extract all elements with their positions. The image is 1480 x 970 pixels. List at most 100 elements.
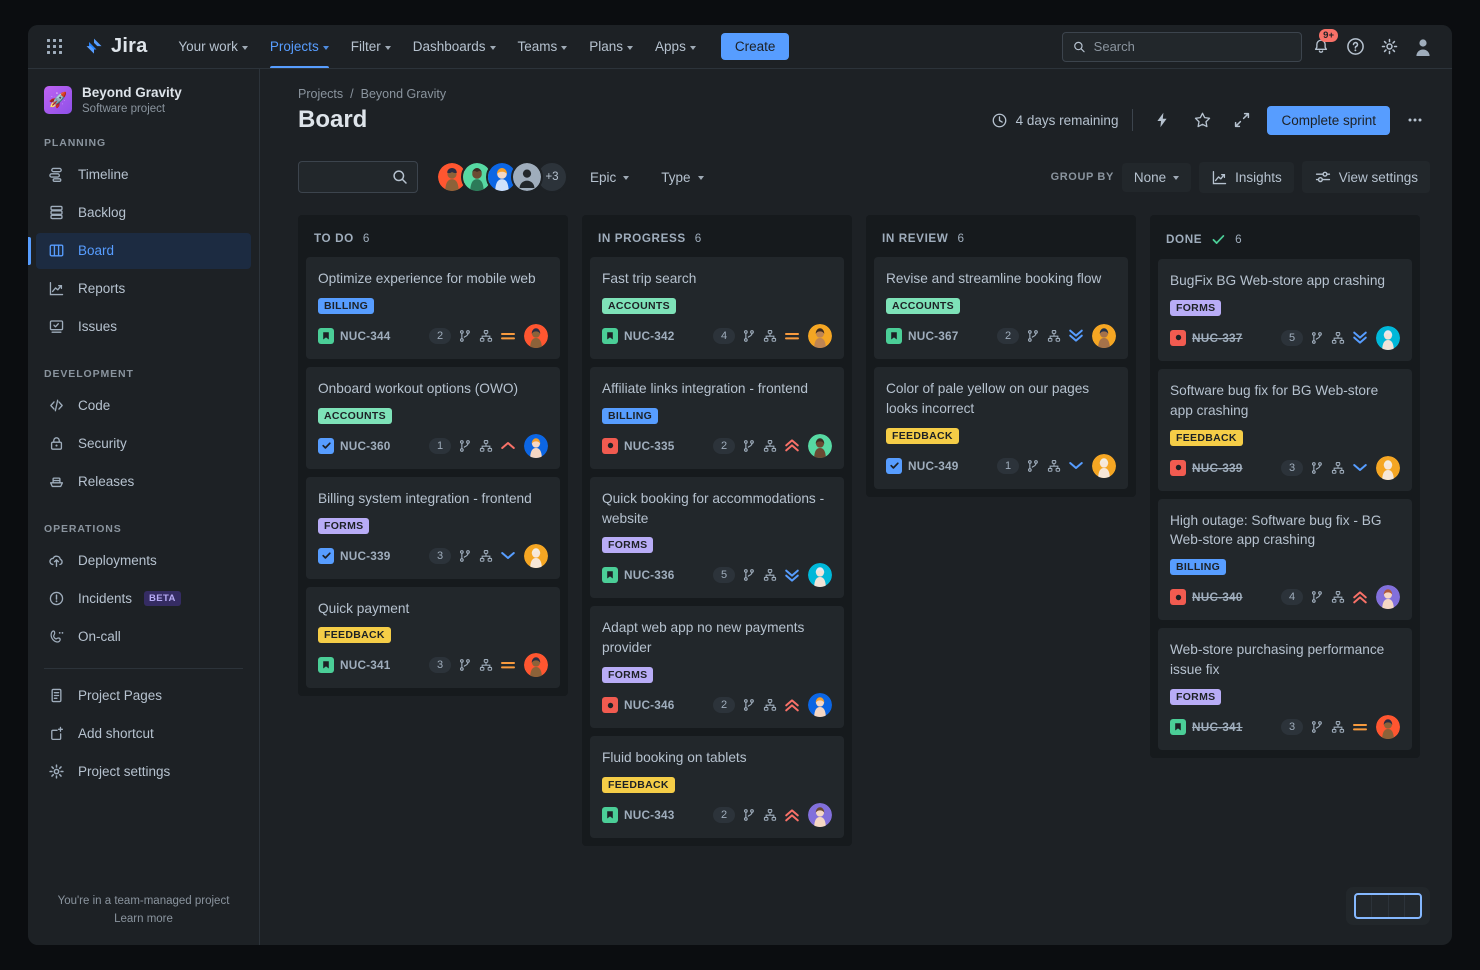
board-card[interactable]: Color of pale yellow on our pages looks …: [874, 366, 1128, 489]
sidebar-item-board[interactable]: Board: [28, 232, 251, 269]
nav-your-work[interactable]: Your work: [167, 25, 259, 68]
card-issue-key[interactable]: NUC-346: [624, 698, 675, 713]
insights-button[interactable]: Insights: [1199, 161, 1294, 193]
star-icon[interactable]: [1187, 105, 1217, 135]
profile-avatar-icon[interactable]: [1408, 32, 1438, 62]
board-card[interactable]: Quick payment FEEDBACK NUC-341 3: [306, 586, 560, 689]
card-assignee-avatar[interactable]: [808, 803, 832, 828]
epic-label[interactable]: BILLING: [318, 297, 375, 314]
global-search-box[interactable]: [1062, 31, 1302, 62]
notifications-bell-icon[interactable]: 9+: [1306, 28, 1338, 62]
complete-sprint-button[interactable]: Complete sprint: [1267, 105, 1390, 135]
sidebar-item-timeline[interactable]: Timeline: [36, 157, 251, 193]
sidebar-item-releases[interactable]: Releases: [36, 464, 251, 500]
nav-dashboards[interactable]: Dashboards: [402, 25, 507, 68]
sidebar-item-project-settings[interactable]: Project settings: [36, 754, 251, 790]
board-card[interactable]: Onboard workout options (OWO) ACCOUNTS N…: [306, 366, 560, 469]
epic-label[interactable]: FORMS: [318, 517, 370, 534]
card-issue-key[interactable]: NUC-343: [624, 808, 675, 823]
epic-label[interactable]: FEEDBACK: [602, 777, 675, 794]
nav-teams[interactable]: Teams: [507, 25, 579, 68]
sidebar-item-code[interactable]: Code: [36, 388, 251, 424]
card-assignee-avatar[interactable]: [808, 323, 832, 348]
sidebar-item-on-call[interactable]: On-call: [36, 619, 251, 655]
card-assignee-avatar[interactable]: [1376, 715, 1400, 740]
board-card[interactable]: BugFix BG Web-store app crashing FORMS N…: [1158, 259, 1412, 361]
card-issue-key[interactable]: NUC-341: [1192, 720, 1243, 735]
learn-more-link[interactable]: Learn more: [114, 913, 173, 925]
card-issue-key[interactable]: NUC-340: [1192, 590, 1243, 605]
card-assignee-avatar[interactable]: [808, 563, 832, 588]
card-assignee-avatar[interactable]: [524, 433, 548, 458]
search-input[interactable]: [298, 161, 418, 193]
nav-projects[interactable]: Projects: [259, 25, 340, 68]
avatar[interactable]: [511, 161, 543, 193]
nav-apps[interactable]: Apps: [644, 25, 707, 68]
board-view-indicator[interactable]: [1346, 887, 1430, 925]
epic-label[interactable]: ACCOUNTS: [886, 297, 960, 314]
settings-gear-icon[interactable]: [1374, 32, 1404, 62]
sidebar-item-backlog[interactable]: Backlog: [36, 195, 251, 231]
board-card[interactable]: Affiliate links integration - frontend B…: [590, 366, 844, 469]
project-header[interactable]: 🚀 Beyond Gravity Software project: [28, 83, 259, 115]
board-card[interactable]: Revise and streamline booking flow ACCOU…: [874, 257, 1128, 359]
board-card[interactable]: Software bug fix for BG Web-store app cr…: [1158, 368, 1412, 491]
sidebar-item-reports[interactable]: Reports: [36, 271, 251, 307]
board-card[interactable]: Optimize experience for mobile web BILLI…: [306, 257, 560, 359]
avatar[interactable]: [436, 161, 468, 193]
breadcrumb-projects[interactable]: Projects: [298, 87, 344, 101]
card-assignee-avatar[interactable]: [524, 543, 548, 568]
epic-label[interactable]: FORMS: [1170, 299, 1222, 316]
epic-label[interactable]: FEEDBACK: [318, 627, 391, 644]
card-assignee-avatar[interactable]: [1376, 325, 1400, 350]
sidebar-item-project-pages[interactable]: Project Pages: [36, 678, 251, 714]
epic-label[interactable]: FORMS: [602, 667, 654, 684]
epic-label[interactable]: ACCOUNTS: [602, 297, 676, 314]
epic-label[interactable]: FEEDBACK: [1170, 429, 1243, 446]
card-assignee-avatar[interactable]: [808, 433, 832, 458]
sidebar-item-issues[interactable]: Issues: [36, 309, 251, 345]
card-issue-key[interactable]: NUC-335: [624, 438, 675, 453]
card-assignee-avatar[interactable]: [808, 693, 832, 718]
card-issue-key[interactable]: NUC-339: [1192, 460, 1243, 475]
avatar[interactable]: [486, 161, 518, 193]
epic-label[interactable]: FORMS: [602, 537, 654, 554]
board-card[interactable]: Web-store purchasing performance issue f…: [1158, 628, 1412, 751]
sidebar-item-security[interactable]: Security: [36, 426, 251, 462]
card-issue-key[interactable]: NUC-336: [624, 568, 675, 583]
expand-icon[interactable]: [1227, 105, 1257, 135]
sidebar-item-deployments[interactable]: Deployments: [36, 543, 251, 579]
sidebar-item-incidents[interactable]: Incidents BETA: [36, 581, 251, 617]
epic-label[interactable]: FEEDBACK: [886, 427, 959, 444]
board-card[interactable]: Fast trip search ACCOUNTS NUC-342 4: [590, 257, 844, 359]
board-card[interactable]: Adapt web app no new payments provider F…: [590, 606, 844, 729]
card-issue-key[interactable]: NUC-341: [340, 658, 391, 673]
card-assignee-avatar[interactable]: [1376, 455, 1400, 480]
group-by-select[interactable]: None: [1121, 162, 1192, 192]
view-settings-button[interactable]: View settings: [1301, 161, 1430, 193]
card-assignee-avatar[interactable]: [524, 323, 548, 348]
epic-label[interactable]: ACCOUNTS: [318, 407, 392, 424]
grid-apps-icon[interactable]: [40, 33, 68, 61]
create-button[interactable]: Create: [720, 33, 790, 60]
card-issue-key[interactable]: NUC-337: [1192, 330, 1243, 345]
nav-filter[interactable]: Filter: [340, 25, 402, 68]
card-assignee-avatar[interactable]: [1092, 323, 1116, 348]
card-issue-key[interactable]: NUC-339: [340, 548, 391, 563]
board-card[interactable]: High outage: Software bug fix - BG Web-s…: [1158, 498, 1412, 621]
epic-label[interactable]: BILLING: [1170, 559, 1227, 576]
card-issue-key[interactable]: NUC-349: [908, 458, 959, 473]
card-assignee-avatar[interactable]: [1376, 585, 1400, 610]
nav-plans[interactable]: Plans: [578, 25, 644, 68]
epic-filter[interactable]: Epic: [580, 164, 639, 191]
board-card[interactable]: Quick booking for accommodations - websi…: [590, 476, 844, 599]
type-filter[interactable]: Type: [651, 164, 713, 191]
jira-logo[interactable]: Jira: [84, 35, 147, 58]
lightning-bolt-icon[interactable]: [1147, 105, 1177, 135]
board-card[interactable]: Billing system integration - frontend FO…: [306, 476, 560, 579]
card-assignee-avatar[interactable]: [524, 653, 548, 678]
search-input[interactable]: [1093, 39, 1291, 54]
card-issue-key[interactable]: NUC-344: [340, 328, 391, 343]
card-assignee-avatar[interactable]: [1092, 453, 1116, 478]
epic-label[interactable]: BILLING: [602, 407, 659, 424]
